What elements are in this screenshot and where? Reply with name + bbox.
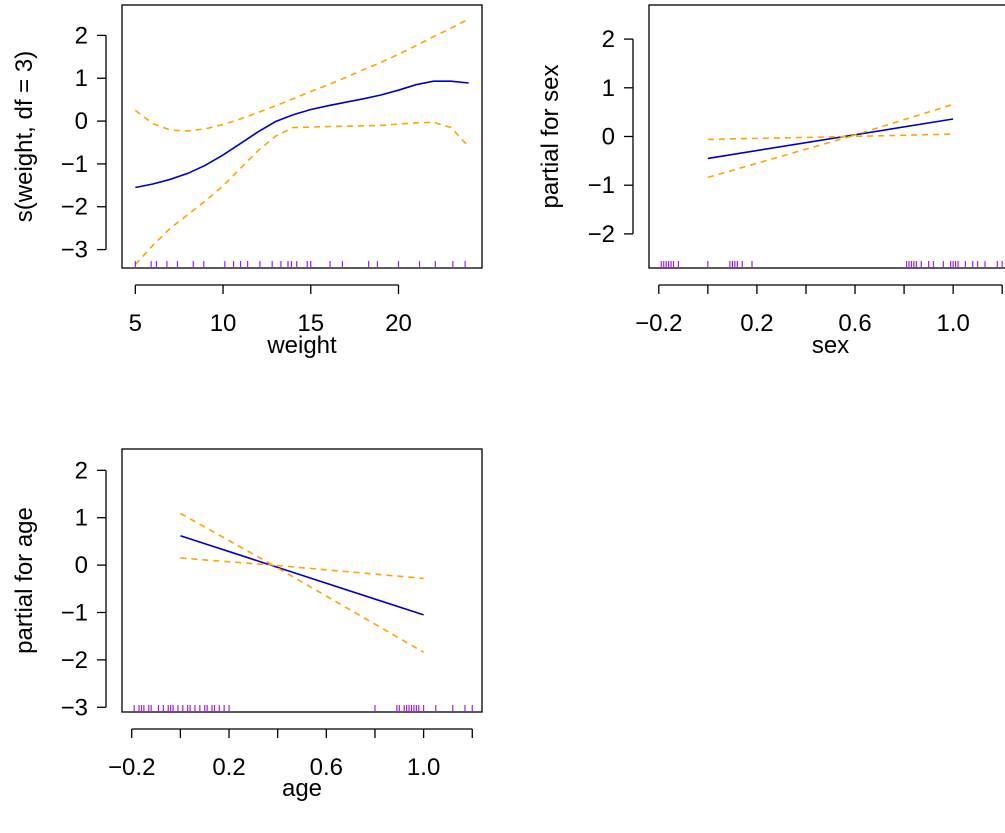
x-axis-title: weight (266, 332, 337, 359)
y-tick-label: 0 (75, 108, 88, 135)
x-tick-label: −0.2 (108, 754, 155, 781)
x-tick-label: 1.0 (936, 310, 969, 337)
y-tick-label: −1 (61, 151, 88, 178)
upper-se-line (707, 103, 954, 141)
plot-frame (648, 4, 1005, 269)
y-tick-label: 2 (75, 22, 88, 49)
y-tick-label: −2 (588, 221, 615, 248)
x-tick-label: −0.2 (635, 310, 682, 337)
x-tick-label: 5 (129, 310, 142, 337)
upper-se-line (134, 18, 470, 132)
y-tick-label: 1 (602, 75, 615, 102)
y-axis-title: s(weight, df = 3) (11, 51, 38, 222)
lower-se-line (707, 133, 954, 179)
y-tick-label: −2 (61, 647, 88, 674)
y-tick-label: −3 (61, 694, 88, 721)
y-tick-label: −2 (61, 194, 88, 221)
fit-line (180, 534, 424, 616)
plot-frame (121, 4, 483, 269)
lower-se-line (134, 121, 470, 266)
x-tick-label: 0.6 (838, 310, 871, 337)
panel-sex: −0.2 0.2 0.6 1.0 −2 −1 0 1 2 sex partial for sex (537, 4, 1005, 359)
y-tick-label: −1 (61, 599, 88, 626)
fit-line (135, 80, 469, 189)
x-tick-label: 0.2 (740, 310, 773, 337)
y-tick-label: 2 (75, 457, 88, 484)
x-axis-title: age (282, 775, 322, 802)
x-tick-label: 10 (210, 310, 237, 337)
y-tick-label: 2 (602, 26, 615, 53)
panel-age: −0.2 0.2 0.6 1.0 −3 −2 −1 0 1 2 age partial for age (11, 448, 483, 802)
y-tick-label: −1 (588, 172, 615, 199)
y-tick-label: 1 (75, 505, 88, 532)
x-tick-label: 20 (385, 310, 412, 337)
x-tick-label: 1.0 (407, 754, 440, 781)
y-axis-title: partial for sex (537, 64, 564, 208)
panel-weight: 5 10 15 20 −3 −2 −1 0 1 2 weight s(weight, df = 3) (11, 4, 483, 359)
y-tick-label: −3 (61, 237, 88, 264)
upper-se-line (180, 512, 424, 580)
plot-frame (121, 448, 483, 713)
x-tick-label: 0.6 (310, 754, 343, 781)
x-axis-title: sex (812, 332, 849, 359)
y-axis-title: partial for age (11, 507, 38, 654)
fit-line (707, 118, 954, 160)
y-tick-label: 1 (75, 65, 88, 92)
lower-se-line (180, 557, 425, 653)
x-tick-label: 0.2 (212, 754, 245, 781)
y-tick-label: 0 (602, 124, 615, 151)
x-tick-label: 15 (297, 310, 324, 337)
y-tick-label: 0 (75, 552, 88, 579)
